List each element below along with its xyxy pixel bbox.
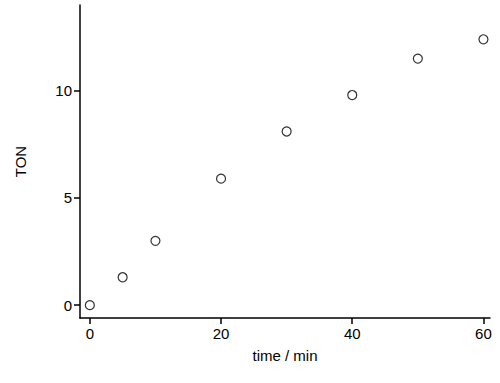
svg-text:0: 0 (86, 325, 94, 342)
svg-text:40: 40 (344, 325, 361, 342)
svg-text:time / min: time / min (252, 347, 317, 364)
svg-text:20: 20 (213, 325, 230, 342)
svg-text:TON: TON (12, 146, 29, 177)
svg-text:60: 60 (475, 325, 492, 342)
svg-text:10: 10 (55, 82, 72, 99)
svg-text:0: 0 (64, 297, 72, 314)
svg-text:5: 5 (64, 189, 72, 206)
